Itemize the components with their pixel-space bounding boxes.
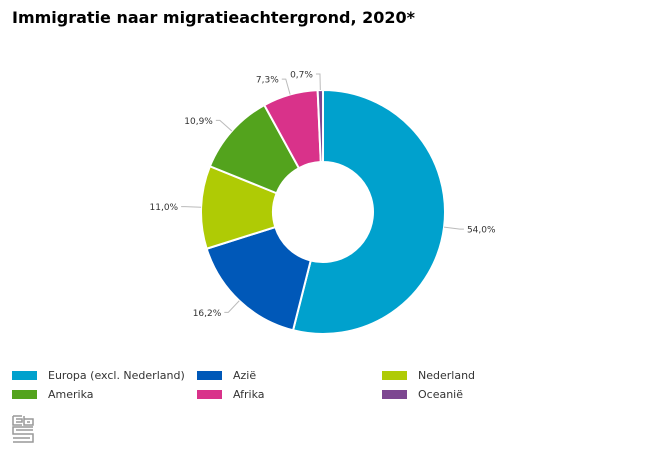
legend-swatch [382,390,407,399]
legend-label: Amerika [48,388,94,401]
slice-0 [291,88,446,335]
data-label: 0,7% [290,71,313,81]
legend-item: Azië [197,369,256,382]
cbs-logo [12,415,34,443]
legend-label: Afrika [233,388,265,401]
legend-item: Oceanië [382,388,463,401]
legend-label: Europa (excl. Nederland) [48,369,185,382]
legend-swatch [197,390,222,399]
chart-title: Immigratie naar migratieachtergrond, 202… [12,8,415,27]
legend-item: Amerika [12,388,94,401]
data-label: 7,3% [256,76,279,86]
data-label: 11,0% [150,203,179,213]
legend-swatch [12,390,37,399]
legend-item: Afrika [197,388,265,401]
leader-line [444,226,464,230]
data-label: 54,0% [467,226,496,236]
donut-chart: 54,0% 16,2% 11,0% 10,9% 7,3% 0,7% [150,71,496,335]
legend-swatch [382,371,407,380]
data-label: 10,9% [184,117,213,127]
legend-label: Azië [233,369,257,382]
leader-line [181,206,202,208]
legend-item: Nederland [382,369,475,382]
leader-line [315,73,321,91]
data-label: 16,2% [193,309,222,319]
leader-line [215,119,233,132]
leader-line [224,300,240,313]
legend-swatch [12,371,37,380]
legend-label: Nederland [418,369,476,382]
slice-1 [205,225,312,332]
legend-swatch [197,371,222,380]
slice-5 [316,88,324,164]
leader-line [281,78,291,95]
legend-label: Oceanië [418,388,464,401]
legend-item: Europa (excl. Nederland) [12,369,185,382]
